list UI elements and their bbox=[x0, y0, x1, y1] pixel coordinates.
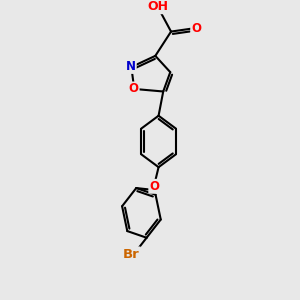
Text: O: O bbox=[191, 22, 201, 35]
Text: N: N bbox=[126, 60, 136, 73]
Text: O: O bbox=[149, 180, 159, 193]
Text: OH: OH bbox=[148, 0, 169, 13]
Text: Br: Br bbox=[123, 248, 140, 260]
Text: O: O bbox=[129, 82, 139, 95]
